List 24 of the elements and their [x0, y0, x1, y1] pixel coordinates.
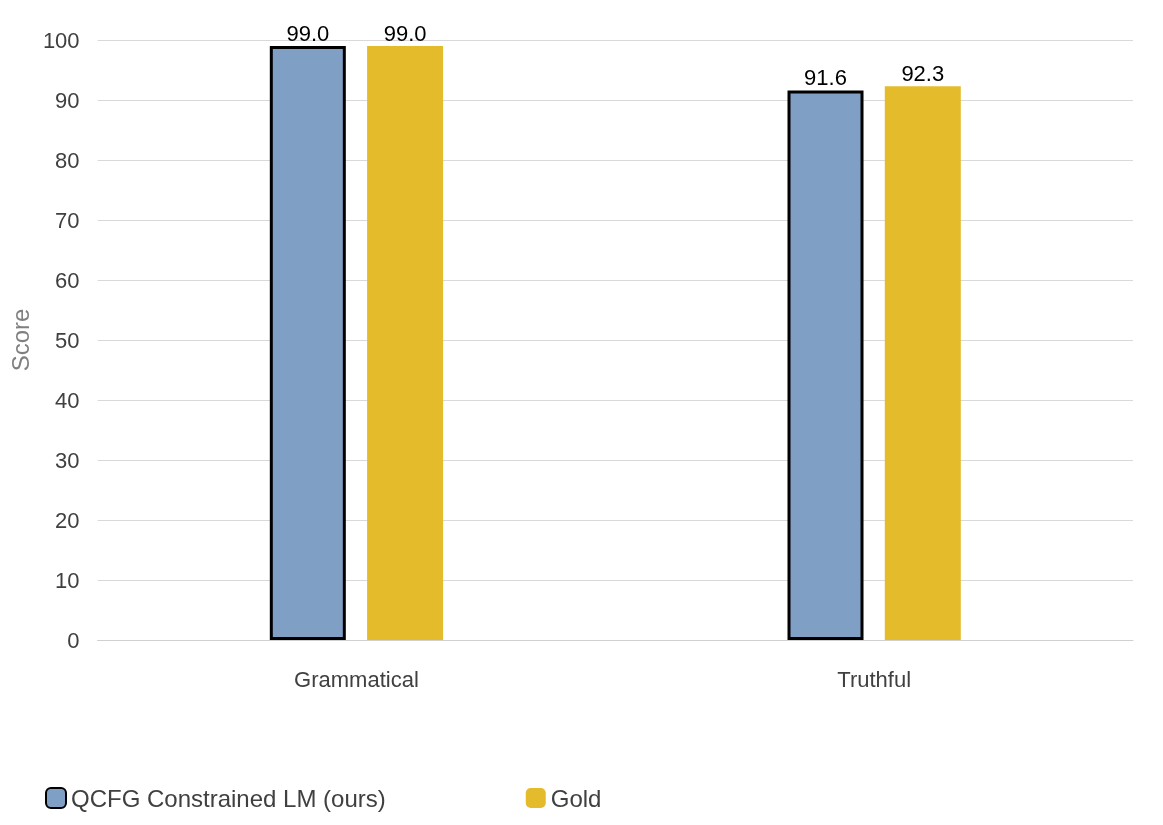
data-label: 91.6 [804, 64, 847, 90]
x-tick-label: Truthful [837, 666, 912, 692]
bar [884, 86, 961, 640]
bar [269, 46, 346, 640]
y-tick-label: 0 [67, 627, 80, 653]
y-tick-label: 20 [55, 507, 80, 533]
y-tick-label: 10 [55, 567, 80, 593]
y-tick-label: 40 [55, 387, 80, 413]
y-tick-label: 50 [55, 327, 80, 353]
y-tick-label: 100 [42, 27, 80, 53]
y-tick-label: 30 [55, 447, 80, 473]
legend-label: Gold [550, 784, 602, 812]
bar [367, 46, 444, 640]
x-tick-label: Grammatical [294, 666, 419, 692]
y-tick-label: 90 [55, 87, 80, 113]
y-tick-label: 60 [55, 267, 80, 293]
y-tick-label: 80 [55, 147, 80, 173]
data-label: 92.3 [901, 60, 945, 86]
legend-label: QCFG Constrained LM (ours) [71, 784, 386, 812]
bar [787, 90, 864, 640]
data-label: 99.0 [383, 20, 427, 46]
y-tick-label: 70 [55, 207, 80, 233]
data-label: 99.0 [286, 20, 330, 46]
y-axis-title: Score [6, 308, 34, 372]
